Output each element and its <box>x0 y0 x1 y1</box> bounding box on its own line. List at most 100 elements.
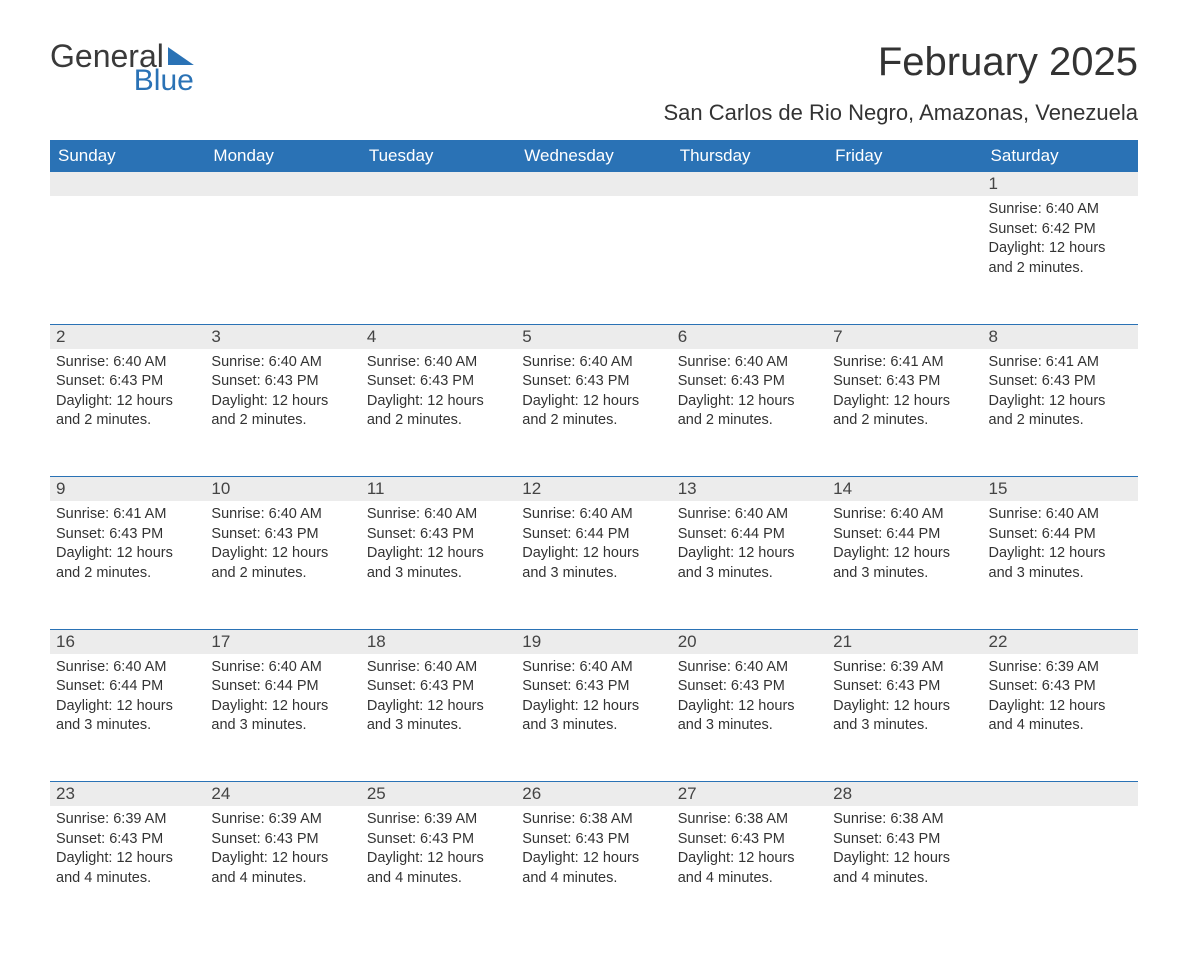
day-body: Sunrise: 6:39 AMSunset: 6:43 PMDaylight:… <box>827 654 982 746</box>
day-number-cell: 15 <box>983 477 1138 501</box>
day-cell: Sunrise: 6:40 AMSunset: 6:44 PMDaylight:… <box>672 501 827 629</box>
day-cell: Sunrise: 6:40 AMSunset: 6:44 PMDaylight:… <box>205 654 360 782</box>
day-number-cell <box>205 172 360 196</box>
day-cell <box>983 806 1138 934</box>
day-number-cell: 9 <box>50 477 205 501</box>
day-number-cell <box>983 782 1138 806</box>
day-number: 2 <box>50 325 205 349</box>
day-number-cell: 20 <box>672 630 827 654</box>
day-number-cell: 21 <box>827 630 982 654</box>
day-cell: Sunrise: 6:41 AMSunset: 6:43 PMDaylight:… <box>50 501 205 629</box>
day-cell: Sunrise: 6:40 AMSunset: 6:43 PMDaylight:… <box>516 349 671 477</box>
day-number-cell: 5 <box>516 325 671 349</box>
page-header: General Blue February 2025 <box>50 40 1138 96</box>
day-number-cell: 24 <box>205 782 360 806</box>
day-cell: Sunrise: 6:40 AMSunset: 6:42 PMDaylight:… <box>983 196 1138 324</box>
day-number-cell: 26 <box>516 782 671 806</box>
day-body: Sunrise: 6:40 AMSunset: 6:44 PMDaylight:… <box>205 654 360 746</box>
day-number-cell: 23 <box>50 782 205 806</box>
daynum-row: 16171819202122 <box>50 630 1138 654</box>
day-cell: Sunrise: 6:40 AMSunset: 6:44 PMDaylight:… <box>516 501 671 629</box>
day-body: Sunrise: 6:40 AMSunset: 6:43 PMDaylight:… <box>361 501 516 593</box>
day-cell: Sunrise: 6:41 AMSunset: 6:43 PMDaylight:… <box>827 349 982 477</box>
day-number: 22 <box>983 630 1138 654</box>
day-number: 21 <box>827 630 982 654</box>
day-number: 7 <box>827 325 982 349</box>
day-cell: Sunrise: 6:38 AMSunset: 6:43 PMDaylight:… <box>516 806 671 934</box>
day-number-cell: 2 <box>50 325 205 349</box>
day-body: Sunrise: 6:40 AMSunset: 6:44 PMDaylight:… <box>983 501 1138 593</box>
day-number: 20 <box>672 630 827 654</box>
day-cell: Sunrise: 6:40 AMSunset: 6:43 PMDaylight:… <box>205 501 360 629</box>
day-number: 24 <box>205 782 360 806</box>
calendar-day-header: Tuesday <box>361 140 516 172</box>
day-body: Sunrise: 6:40 AMSunset: 6:44 PMDaylight:… <box>672 501 827 593</box>
day-cell: Sunrise: 6:39 AMSunset: 6:43 PMDaylight:… <box>361 806 516 934</box>
day-body: Sunrise: 6:39 AMSunset: 6:43 PMDaylight:… <box>205 806 360 898</box>
week-row: Sunrise: 6:40 AMSunset: 6:44 PMDaylight:… <box>50 654 1138 782</box>
day-body: Sunrise: 6:40 AMSunset: 6:43 PMDaylight:… <box>50 349 205 441</box>
day-number-cell: 10 <box>205 477 360 501</box>
day-number-cell <box>50 172 205 196</box>
daynum-row: 2345678 <box>50 325 1138 349</box>
day-cell: Sunrise: 6:39 AMSunset: 6:43 PMDaylight:… <box>205 806 360 934</box>
daynum-row: 232425262728 <box>50 782 1138 806</box>
calendar-day-header: Saturday <box>983 140 1138 172</box>
day-body: Sunrise: 6:40 AMSunset: 6:44 PMDaylight:… <box>516 501 671 593</box>
day-cell: Sunrise: 6:39 AMSunset: 6:43 PMDaylight:… <box>50 806 205 934</box>
day-number-cell: 14 <box>827 477 982 501</box>
day-body: Sunrise: 6:40 AMSunset: 6:43 PMDaylight:… <box>205 501 360 593</box>
day-cell: Sunrise: 6:40 AMSunset: 6:43 PMDaylight:… <box>361 654 516 782</box>
day-number: 17 <box>205 630 360 654</box>
day-number: 16 <box>50 630 205 654</box>
day-cell: Sunrise: 6:40 AMSunset: 6:43 PMDaylight:… <box>50 349 205 477</box>
daynum-row: 1 <box>50 172 1138 196</box>
day-number-cell: 3 <box>205 325 360 349</box>
day-cell: Sunrise: 6:40 AMSunset: 6:43 PMDaylight:… <box>672 349 827 477</box>
calendar-day-header: Friday <box>827 140 982 172</box>
day-number: 5 <box>516 325 671 349</box>
day-body: Sunrise: 6:40 AMSunset: 6:44 PMDaylight:… <box>827 501 982 593</box>
day-cell: Sunrise: 6:40 AMSunset: 6:44 PMDaylight:… <box>50 654 205 782</box>
day-number-cell: 18 <box>361 630 516 654</box>
day-number: 3 <box>205 325 360 349</box>
day-number: 23 <box>50 782 205 806</box>
day-number: 19 <box>516 630 671 654</box>
calendar-day-header: Monday <box>205 140 360 172</box>
calendar-table: SundayMondayTuesdayWednesdayThursdayFrid… <box>50 140 1138 934</box>
day-number: 28 <box>827 782 982 806</box>
day-number: 11 <box>361 477 516 501</box>
day-body: Sunrise: 6:38 AMSunset: 6:43 PMDaylight:… <box>827 806 982 898</box>
day-number-cell: 25 <box>361 782 516 806</box>
day-body: Sunrise: 6:40 AMSunset: 6:43 PMDaylight:… <box>672 349 827 441</box>
calendar-header-row: SundayMondayTuesdayWednesdayThursdayFrid… <box>50 140 1138 172</box>
day-number-cell: 1 <box>983 172 1138 196</box>
day-cell <box>205 196 360 324</box>
day-number: 13 <box>672 477 827 501</box>
day-body: Sunrise: 6:40 AMSunset: 6:43 PMDaylight:… <box>516 349 671 441</box>
day-number: 18 <box>361 630 516 654</box>
day-body: Sunrise: 6:41 AMSunset: 6:43 PMDaylight:… <box>827 349 982 441</box>
daynum-row: 9101112131415 <box>50 477 1138 501</box>
day-body: Sunrise: 6:39 AMSunset: 6:43 PMDaylight:… <box>983 654 1138 746</box>
day-body: Sunrise: 6:40 AMSunset: 6:43 PMDaylight:… <box>672 654 827 746</box>
day-number-cell: 7 <box>827 325 982 349</box>
day-number-cell: 17 <box>205 630 360 654</box>
day-number-cell: 13 <box>672 477 827 501</box>
day-body: Sunrise: 6:38 AMSunset: 6:43 PMDaylight:… <box>516 806 671 898</box>
day-cell <box>672 196 827 324</box>
day-cell: Sunrise: 6:38 AMSunset: 6:43 PMDaylight:… <box>827 806 982 934</box>
day-body: Sunrise: 6:41 AMSunset: 6:43 PMDaylight:… <box>50 501 205 593</box>
day-cell: Sunrise: 6:39 AMSunset: 6:43 PMDaylight:… <box>827 654 982 782</box>
page-title: February 2025 <box>878 40 1138 85</box>
day-number: 10 <box>205 477 360 501</box>
day-cell <box>361 196 516 324</box>
day-cell: Sunrise: 6:40 AMSunset: 6:44 PMDaylight:… <box>983 501 1138 629</box>
day-cell: Sunrise: 6:40 AMSunset: 6:43 PMDaylight:… <box>361 349 516 477</box>
day-body: Sunrise: 6:40 AMSunset: 6:43 PMDaylight:… <box>361 349 516 441</box>
day-cell: Sunrise: 6:40 AMSunset: 6:44 PMDaylight:… <box>827 501 982 629</box>
day-number: 12 <box>516 477 671 501</box>
day-number-cell: 11 <box>361 477 516 501</box>
day-number-cell: 4 <box>361 325 516 349</box>
week-row: Sunrise: 6:40 AMSunset: 6:42 PMDaylight:… <box>50 196 1138 324</box>
